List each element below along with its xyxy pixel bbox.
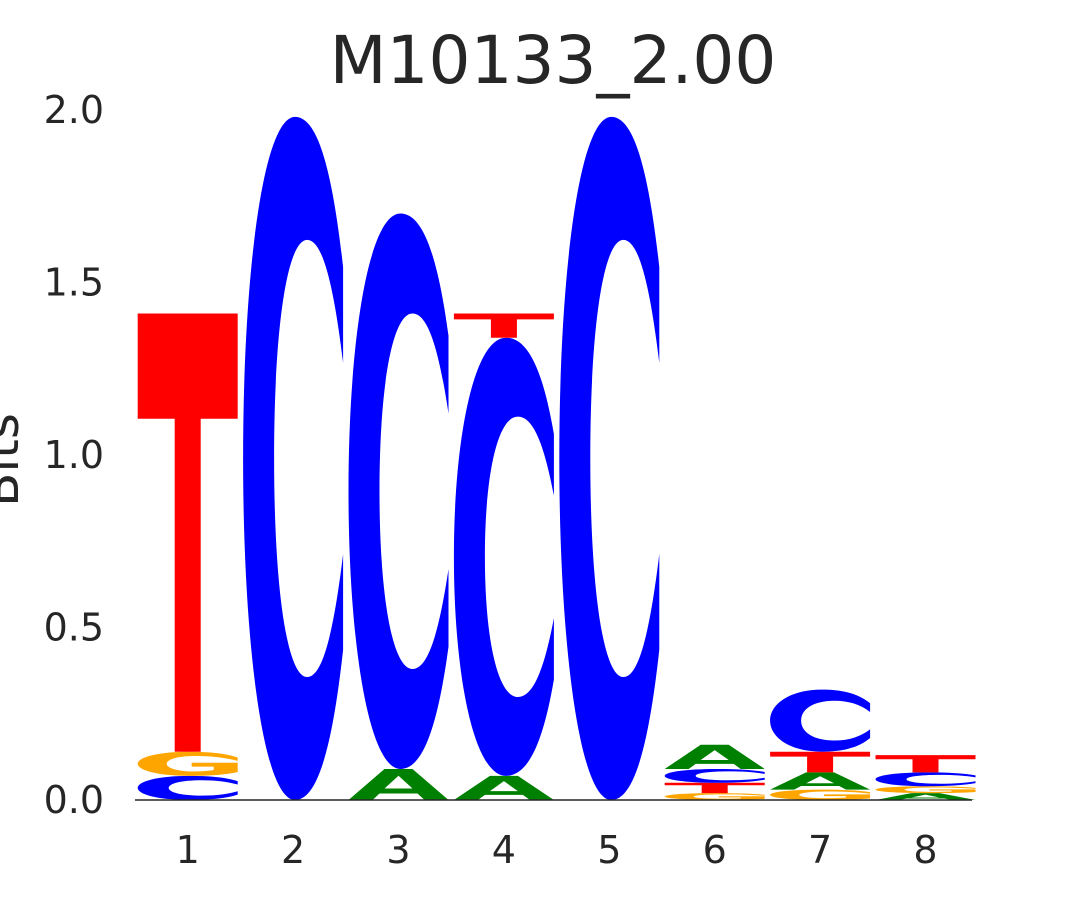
x-tick-label: 1: [176, 828, 200, 872]
glyph-A: [875, 793, 976, 800]
x-tick-label: 2: [281, 828, 305, 872]
glyph-C: [559, 116, 660, 800]
y-tick-label: 1.0: [44, 433, 104, 477]
y-axis-label: Bits: [0, 413, 30, 507]
logo-column-7: [770, 689, 871, 800]
glyph-A: [453, 775, 554, 800]
chart-title: M10133_2.00: [330, 22, 777, 99]
glyph-C: [243, 116, 344, 800]
glyph-G: [664, 793, 765, 800]
y-tick-label: 1.5: [44, 261, 104, 305]
logo-column-3: [348, 213, 449, 800]
logo-stacks: [137, 116, 976, 800]
x-tick-label: 5: [597, 828, 621, 872]
logo-column-6: [664, 744, 765, 800]
glyph-T: [770, 751, 871, 773]
glyph-G: [137, 751, 238, 776]
glyph-C: [664, 768, 765, 783]
glyph-C: [453, 337, 554, 776]
logo-column-2: [243, 116, 344, 800]
glyph-G: [770, 789, 871, 800]
glyph-A: [348, 768, 449, 800]
logo-column-1: [137, 313, 238, 800]
glyph-T: [664, 782, 765, 794]
x-tick-label: 4: [492, 828, 516, 872]
x-tick-label: 8: [913, 828, 937, 872]
y-tick-label: 2.0: [44, 88, 104, 132]
x-tick-label: 7: [808, 828, 832, 872]
glyph-T: [875, 755, 976, 773]
x-axis-ticks: 1 2 3 4 5 6 7 8: [176, 828, 938, 872]
y-axis-ticks: 0.0 0.5 1.0 1.5 2.0: [44, 88, 104, 822]
y-tick-label: 0.0: [44, 778, 104, 822]
glyph-G: [875, 786, 976, 794]
glyph-C: [348, 213, 449, 769]
logo-column-8: [875, 755, 976, 800]
logo-column-4: [453, 313, 554, 800]
x-tick-label: 6: [703, 828, 727, 872]
glyph-A: [770, 772, 871, 790]
glyph-T: [137, 313, 238, 752]
glyph-C: [137, 775, 238, 800]
x-tick-label: 3: [386, 828, 410, 872]
glyph-C: [875, 772, 976, 787]
glyph-T: [453, 313, 554, 338]
glyph-C: [770, 689, 871, 752]
y-tick-label: 0.5: [44, 606, 104, 650]
glyph-A: [664, 744, 765, 769]
logo-column-5: [559, 116, 660, 800]
